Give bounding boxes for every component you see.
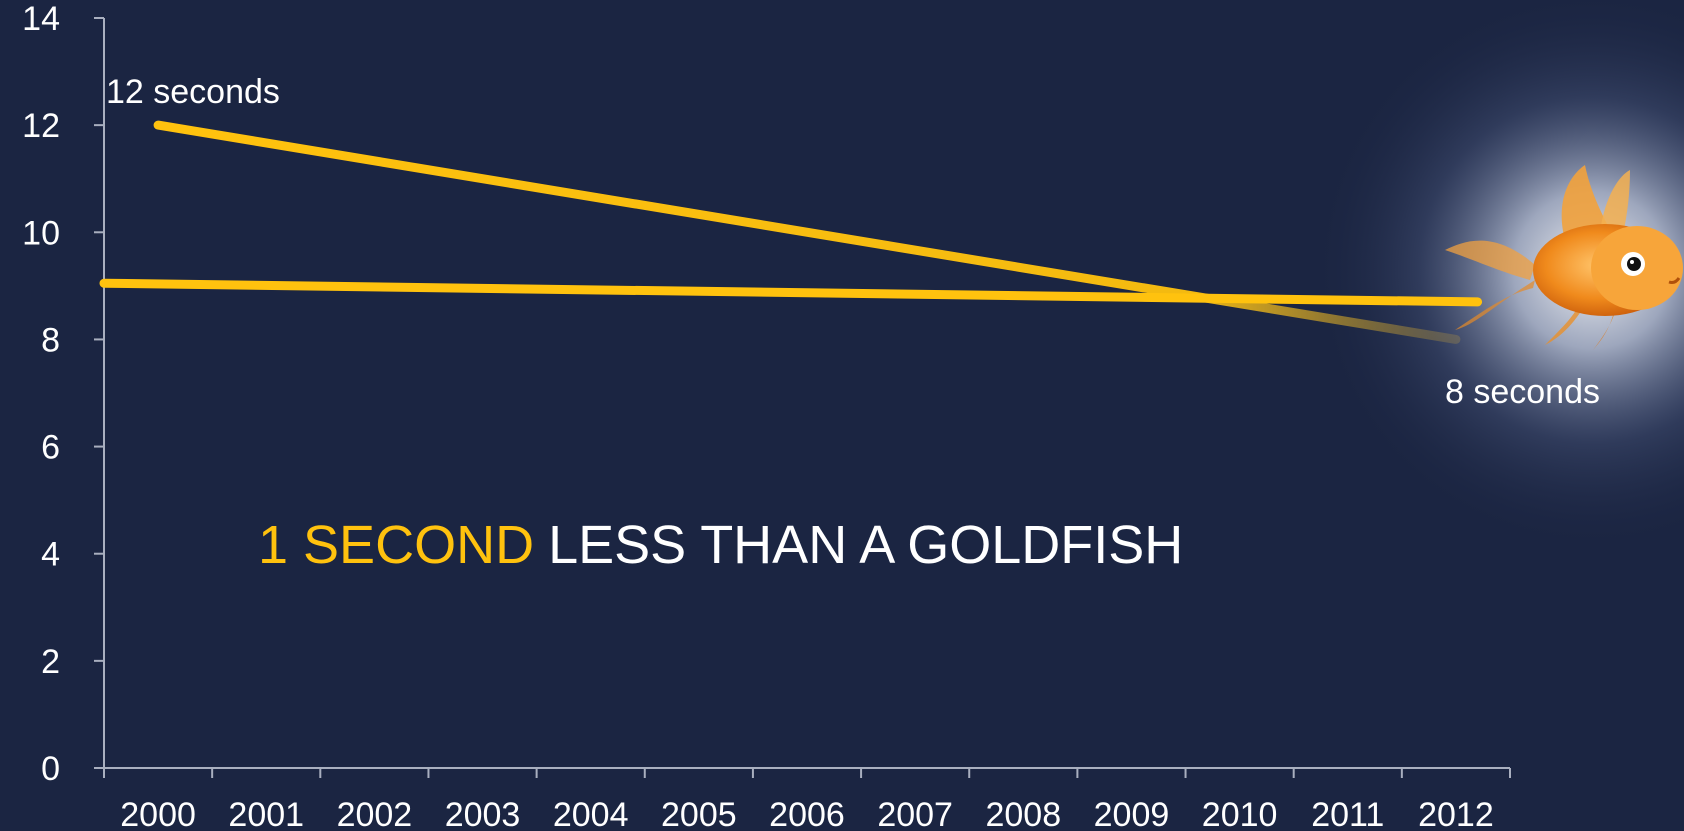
x-tick-label: 2011 xyxy=(1311,796,1384,831)
series-line-decline xyxy=(158,125,1456,339)
x-tick-label: 2005 xyxy=(661,796,737,831)
x-tick-label: 2004 xyxy=(553,796,629,831)
y-tick-label: 4 xyxy=(41,536,60,574)
headline-accent: 1 SECOND xyxy=(258,515,534,575)
y-tick-label: 14 xyxy=(22,0,60,38)
x-tick-label: 2010 xyxy=(1202,796,1278,831)
y-tick-label: 2 xyxy=(41,643,60,681)
x-tick-label: 2002 xyxy=(337,796,413,831)
x-tick-label: 2003 xyxy=(445,796,521,831)
y-tick-label: 8 xyxy=(41,321,60,359)
y-tick-label: 10 xyxy=(22,214,60,252)
annotation-8-seconds: 8 seconds xyxy=(1445,373,1600,411)
series-layer xyxy=(104,125,1478,339)
headline-rest: LESS THAN A GOLDFISH xyxy=(548,515,1183,575)
y-tick-label: 12 xyxy=(22,107,60,145)
x-tick-label: 2008 xyxy=(985,796,1061,831)
y-tick-label: 0 xyxy=(41,750,60,788)
headline: 1 SECOND LESS THAN A GOLDFISH xyxy=(258,515,1183,575)
y-tick-label: 6 xyxy=(41,429,60,467)
series-line-flat xyxy=(104,283,1478,302)
annotation-12-seconds: 12 seconds xyxy=(106,73,280,111)
axes: 0 2 4 6 8 10 12 14 2000 2001 2002 2003 2004 2005 2006 2… xyxy=(22,0,1510,831)
x-tick-label: 2007 xyxy=(877,796,953,831)
x-tick-label: 2000 xyxy=(120,796,196,831)
x-tick-label: 2012 xyxy=(1418,796,1494,831)
x-tick-label: 2009 xyxy=(1094,796,1170,831)
x-tick-label: 2001 xyxy=(228,796,304,831)
x-tick-label: 2006 xyxy=(769,796,845,831)
